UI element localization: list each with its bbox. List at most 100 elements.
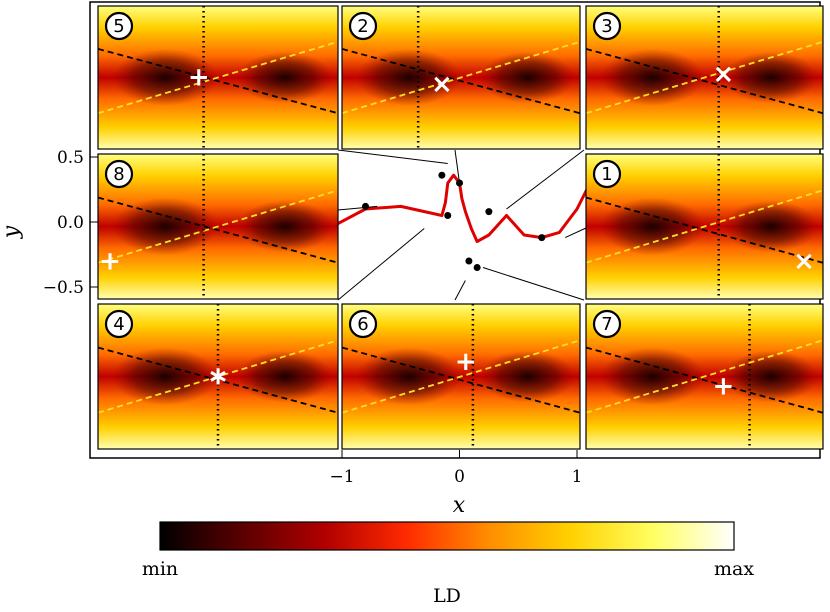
inset-yellow-dashed-line bbox=[341, 40, 581, 115]
inset-number-badge bbox=[104, 309, 134, 339]
x-axis-label: x bbox=[453, 493, 466, 518]
inset-panel-4: 4∗ bbox=[97, 303, 339, 450]
curve-marked-point-4 bbox=[444, 212, 452, 219]
inset-dark-region bbox=[237, 51, 334, 104]
inset-yellow-dashed-line bbox=[97, 189, 339, 264]
inset-panel-2: 2× bbox=[341, 5, 581, 150]
inset-dark-region bbox=[723, 200, 819, 253]
inset-frame bbox=[585, 303, 824, 450]
inset-dark-region bbox=[237, 350, 334, 403]
inset-number-label: 3 bbox=[601, 16, 612, 37]
inset-dark-region bbox=[600, 48, 705, 107]
inset-yellow-dashed-line bbox=[585, 40, 824, 115]
inset-frame bbox=[97, 153, 339, 300]
inset-frame bbox=[97, 5, 339, 150]
inset-panel-7: 7+ bbox=[585, 303, 824, 450]
inset-black-dashed-line bbox=[341, 346, 581, 414]
inset-number-badge bbox=[592, 11, 622, 41]
curve-marked-point-1 bbox=[538, 234, 546, 242]
inset-yellow-dashed-line bbox=[97, 339, 339, 414]
inset-marker: + bbox=[455, 347, 477, 377]
connector-arrow bbox=[565, 227, 587, 239]
inset-marker: × bbox=[713, 60, 735, 90]
inset-panels: 5+2×3×8+1×4∗6+7+ bbox=[97, 5, 824, 450]
inset-number-badge bbox=[104, 11, 134, 41]
curve-marked-point-6 bbox=[465, 257, 473, 265]
inset-frame bbox=[341, 303, 581, 450]
inset-number-badge bbox=[348, 309, 378, 339]
inset-number-badge bbox=[592, 309, 622, 339]
inset-black-dashed-line bbox=[97, 48, 339, 115]
inset-dark-region bbox=[480, 51, 576, 104]
inset-dark-region bbox=[480, 350, 576, 403]
connector-arrow bbox=[337, 228, 425, 301]
inset-dark-region bbox=[600, 347, 705, 406]
inset-marker: + bbox=[188, 63, 210, 93]
inset-number-badge bbox=[104, 159, 134, 189]
inset-panel-3: 3× bbox=[585, 5, 824, 150]
inset-frame bbox=[585, 153, 824, 300]
inset-frame bbox=[341, 5, 581, 150]
inset-number-label: 6 bbox=[357, 314, 368, 335]
inset-panel-8: 8+ bbox=[97, 153, 339, 300]
curve-marked-point-7 bbox=[473, 264, 481, 271]
inset-black-dashed-line bbox=[341, 48, 581, 115]
inset-dark-region bbox=[112, 48, 218, 107]
inset-panel-1: 1× bbox=[585, 153, 824, 300]
inset-marker: + bbox=[713, 372, 735, 402]
colorbar-min-label: min bbox=[142, 558, 178, 580]
curve-marked-point-8 bbox=[362, 202, 369, 210]
inset-marker: × bbox=[793, 246, 815, 276]
inset-dark-region bbox=[356, 347, 462, 406]
y-tick-label: −0.5 bbox=[43, 278, 84, 298]
inset-frame bbox=[97, 303, 339, 450]
inset-number-label: 4 bbox=[113, 314, 124, 335]
inset-frame bbox=[585, 5, 824, 150]
inset-marker: + bbox=[99, 246, 121, 276]
inset-dark-region bbox=[112, 197, 218, 256]
inset-number-badge bbox=[348, 11, 378, 41]
connector-arrow bbox=[454, 280, 466, 301]
inset-dark-region bbox=[723, 350, 819, 403]
connector-arrow bbox=[506, 149, 585, 210]
connector-arrow bbox=[482, 267, 585, 301]
curve-marked-point-3 bbox=[485, 208, 493, 216]
inset-black-dashed-line bbox=[585, 48, 824, 115]
inset-number-label: 5 bbox=[113, 16, 124, 37]
colorbar-title: LD bbox=[433, 585, 461, 607]
inset-dark-region bbox=[600, 197, 705, 256]
connector-arrow bbox=[337, 205, 378, 211]
inset-panel-5: 5+ bbox=[97, 5, 339, 150]
inset-marker: × bbox=[431, 70, 453, 100]
inset-yellow-dashed-line bbox=[341, 339, 581, 414]
inset-dark-region bbox=[723, 51, 819, 104]
inset-number-label: 1 bbox=[601, 164, 612, 185]
y-tick-label: 0.0 bbox=[57, 213, 84, 233]
inset-yellow-dashed-line bbox=[585, 189, 824, 264]
inset-yellow-dashed-line bbox=[585, 339, 824, 414]
inset-marker: ∗ bbox=[207, 362, 229, 392]
connector-arrow bbox=[337, 149, 448, 164]
x-tick-label: 0 bbox=[454, 467, 465, 487]
y-axis-label: y bbox=[0, 225, 24, 239]
x-tick-label: −1 bbox=[329, 467, 354, 487]
inset-number-label: 7 bbox=[601, 314, 612, 335]
inset-number-label: 2 bbox=[357, 16, 368, 37]
inset-black-dashed-line bbox=[585, 196, 824, 264]
inset-black-dashed-line bbox=[97, 196, 339, 264]
inset-dark-region bbox=[237, 200, 334, 253]
axis-ticks: −1 0 1 0.5 0.0 −0.5 bbox=[43, 148, 583, 487]
colorbar bbox=[159, 521, 735, 551]
x-tick-label: 1 bbox=[572, 467, 583, 487]
connector-arrows bbox=[337, 149, 587, 301]
y-tick-label: 0.5 bbox=[57, 148, 84, 168]
inset-dark-region bbox=[112, 347, 218, 406]
curve-marked-point-5 bbox=[438, 171, 446, 179]
inset-dark-region bbox=[356, 48, 462, 107]
colorbar-max-label: max bbox=[714, 558, 754, 580]
connector-arrow bbox=[454, 149, 460, 184]
inset-number-label: 8 bbox=[113, 164, 124, 185]
inset-yellow-dashed-line bbox=[97, 40, 339, 115]
inset-number-badge bbox=[592, 159, 622, 189]
